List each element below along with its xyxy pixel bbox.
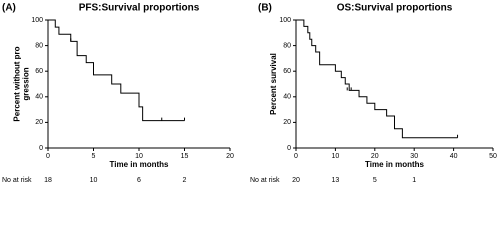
at-risk-count: 1 [412, 177, 416, 184]
at-risk-count: 20 [292, 177, 300, 184]
chart-title: OS:Survival proportions [337, 3, 453, 14]
x-tick-label: 15 [181, 153, 189, 160]
at-risk-label: No at risk [250, 177, 280, 184]
x-tick-label: 30 [410, 153, 418, 160]
x-tick-label: 40 [450, 153, 458, 160]
x-tick-label: 10 [332, 153, 340, 160]
x-axis-label: Time in months [110, 160, 170, 169]
x-tick-label: 50 [489, 153, 497, 160]
at-risk-count: 5 [373, 177, 377, 184]
at-risk-count: 2 [183, 177, 187, 184]
y-axis-label: Percent survival [269, 53, 278, 115]
at-risk-count: 6 [137, 177, 141, 184]
chart-title: PFS:Survival proportions [79, 3, 200, 14]
y-tick-label: 60 [35, 68, 43, 75]
y-tick-label: 100 [31, 17, 43, 24]
x-tick-label: 5 [92, 153, 96, 160]
y-axis-label: Percent without pro [13, 46, 22, 121]
y-tick-label: 0 [287, 145, 291, 152]
x-tick-label: 20 [226, 153, 234, 160]
x-tick-label: 20 [371, 153, 379, 160]
x-axis-label: Time in months [365, 160, 425, 169]
survival-curve [48, 19, 185, 122]
y-tick-label: 100 [279, 17, 291, 24]
at-risk-count: 13 [332, 177, 340, 184]
y-tick-label: 40 [283, 94, 291, 101]
at-risk-count: 18 [44, 177, 52, 184]
y-axis-label: gression [22, 67, 31, 100]
y-tick-label: 20 [283, 119, 291, 126]
y-tick-label: 60 [283, 68, 291, 75]
y-tick-label: 0 [39, 145, 43, 152]
y-tick-label: 20 [35, 119, 43, 126]
y-tick-label: 80 [35, 42, 43, 49]
y-tick-label: 40 [35, 94, 43, 101]
page: (A) PFS:Survival proportions 0 20 40 60 80 100 0… [2, 2, 497, 184]
x-tick-label: 0 [294, 153, 298, 160]
chart: (A) PFS:Survival proportions0204060801000… [2, 3, 497, 184]
panel-label: (B) [258, 3, 272, 14]
at-risk-label: No at risk [2, 177, 32, 184]
survival-curve [296, 19, 458, 139]
y-tick-label: 80 [283, 42, 291, 49]
panel-label: (A) [2, 3, 16, 14]
x-tick-label: 0 [46, 153, 50, 160]
x-tick-label: 10 [135, 153, 143, 160]
at-risk-count: 10 [90, 177, 98, 184]
